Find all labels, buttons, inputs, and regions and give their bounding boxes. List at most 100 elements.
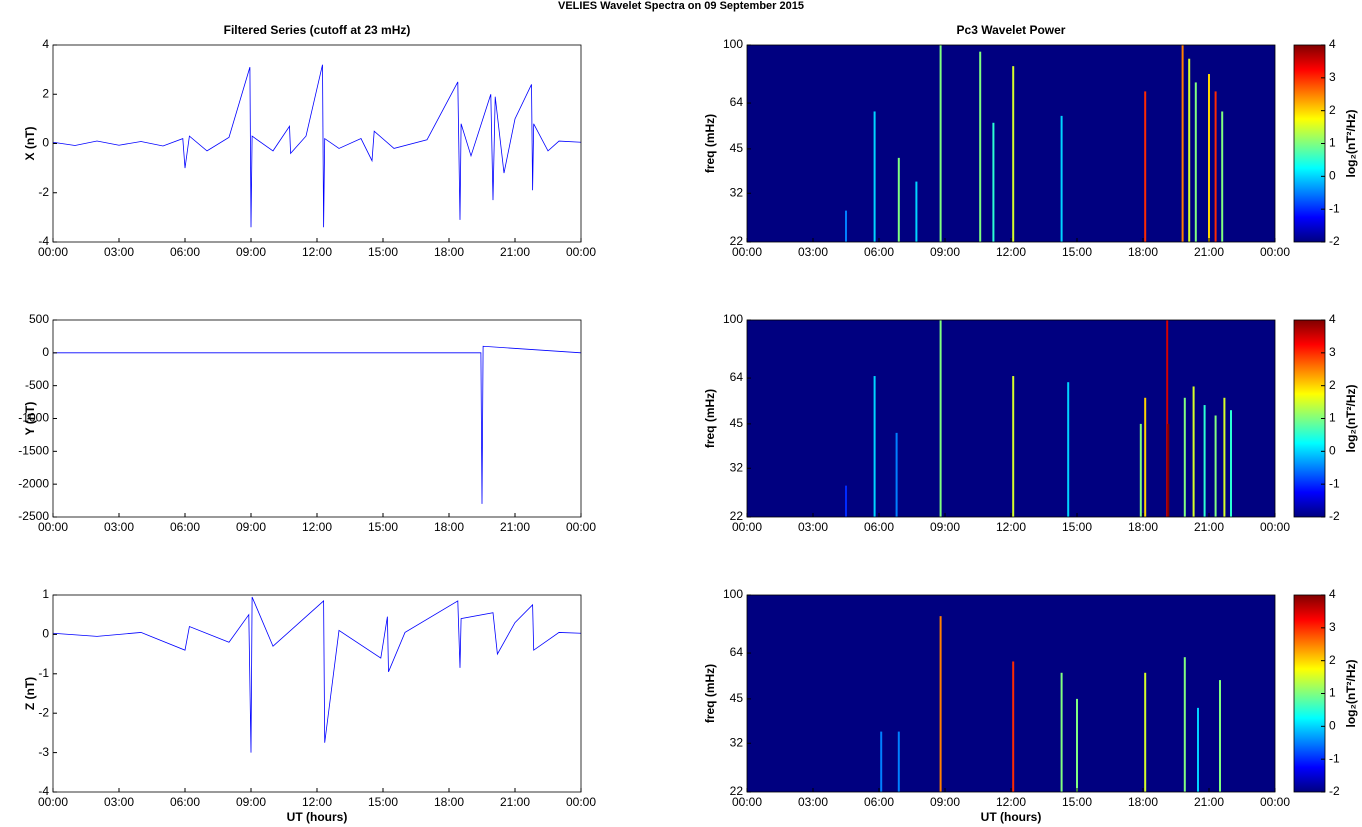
power-streak (1203, 405, 1206, 517)
y-tick-label: 1 (42, 587, 49, 601)
y-tick-label: 45 (730, 691, 744, 705)
x-tick-label: 00:00 (38, 245, 68, 259)
power-streak (1060, 115, 1063, 242)
y-tick-label: -3 (38, 745, 49, 759)
x-tick-label: 12:00 (302, 795, 332, 809)
y-axis-label: X (nT) (23, 127, 37, 161)
x-tick-label: 00:00 (1260, 245, 1290, 259)
y-tick-label: -2000 (18, 476, 49, 490)
colorbar-tick-label: -1 (1329, 751, 1340, 765)
power-streak (1221, 111, 1224, 242)
colorbar-tick-label: -1 (1329, 476, 1340, 490)
y-tick-label: -4 (38, 234, 49, 248)
power-streak (1181, 45, 1184, 242)
x-tick-label: 03:00 (798, 795, 828, 809)
colorbar-tick-label: 0 (1329, 444, 1336, 458)
power-streak (880, 731, 883, 792)
colorbar-tick-label: 4 (1329, 37, 1336, 51)
x-tick-label: 00:00 (38, 795, 68, 809)
colorbar-tick-label: -2 (1329, 234, 1340, 248)
y-tick-label: 32 (730, 735, 744, 749)
y-tick-label: -1000 (18, 411, 49, 425)
panel-title: Pc3 Wavelet Power (957, 23, 1066, 37)
y-tick-label: 45 (730, 141, 744, 155)
y-tick-label: 100 (723, 587, 743, 601)
power-streak (915, 181, 918, 242)
power-streak (979, 51, 982, 243)
power-streak (1223, 397, 1226, 517)
x-tick-label: 00:00 (38, 520, 68, 534)
y-axis-label: Y (nT) (23, 402, 37, 436)
y-axis-label: freq (mHz) (703, 664, 717, 723)
x-tick-label: 12:00 (996, 795, 1026, 809)
y-axis-label: Z (nT) (23, 677, 37, 710)
x-tick-label: 15:00 (1062, 520, 1092, 534)
colorbar-tick-label: 3 (1329, 345, 1336, 359)
x-tick-label: 21:00 (1194, 520, 1224, 534)
x-tick-label: 06:00 (864, 245, 894, 259)
x-tick-label: 18:00 (1128, 520, 1158, 534)
series-panel: -4 -3 -2 -1 0 1 00:00 03:00 06:00 09:00 12:00 15:00… (23, 587, 596, 824)
x-tick-label: 15:00 (368, 795, 398, 809)
plot-background (747, 320, 1275, 517)
power-streak (873, 111, 876, 242)
power-streak (897, 731, 900, 792)
y-tick-label: 0 (42, 136, 49, 150)
colorbar-tick-label: -1 (1329, 201, 1340, 215)
figure-title: VELIES Wavelet Spectra on 09 September 2… (558, 0, 804, 12)
x-tick-label: 00:00 (1260, 795, 1290, 809)
x-tick-label: 21:00 (500, 795, 530, 809)
power-streak (1144, 91, 1147, 242)
x-tick-label: 03:00 (104, 520, 134, 534)
power-streak (1230, 410, 1232, 517)
x-tick-label: 00:00 (732, 245, 762, 259)
y-tick-label: 22 (730, 234, 744, 248)
power-streak (897, 157, 900, 242)
power-streak (1076, 698, 1078, 792)
power-streak (1067, 382, 1070, 517)
x-tick-label: 15:00 (368, 245, 398, 259)
y-tick-label: 64 (730, 645, 744, 659)
x-tick-label: 03:00 (798, 245, 828, 259)
spectrum-panel: Pc3 Wavelet Power -2 -1 0 1 2 3 4 log₂(nT²/Hz) 22… (703, 23, 1358, 259)
x-tick-label: 06:00 (170, 520, 200, 534)
colorbar-tick-label: 1 (1329, 686, 1336, 700)
x-axis-label: UT (hours) (981, 810, 1042, 824)
plot-background (53, 320, 581, 517)
colorbar-tick-label: 3 (1329, 620, 1336, 634)
y-tick-label: 32 (730, 460, 744, 474)
power-streak (845, 210, 847, 242)
x-tick-label: 09:00 (236, 795, 266, 809)
y-axis-label: freq (mHz) (703, 389, 717, 448)
series-panel: -2500 -2000 -1500 -1000 -500 0 500 00:00 03:00 06… (18, 312, 596, 534)
x-tick-label: 00:00 (566, 520, 596, 534)
x-tick-label: 12:00 (996, 520, 1026, 534)
power-streak (1188, 58, 1191, 242)
power-streak (939, 616, 942, 792)
x-tick-label: 09:00 (930, 520, 960, 534)
y-tick-label: 0 (42, 627, 49, 641)
power-streak (1214, 91, 1217, 242)
x-axis-label: UT (hours) (287, 810, 348, 824)
x-tick-label: 09:00 (236, 245, 266, 259)
series-line (52, 596, 582, 753)
power-streak (845, 485, 847, 517)
colorbar-tick-label: 3 (1329, 70, 1336, 84)
y-tick-label: 500 (29, 312, 49, 326)
x-tick-label: 00:00 (566, 795, 596, 809)
spectrum-panel: -2 -1 0 1 2 3 4 log₂(nT²/Hz) 22 32 45 64 100 00:00 03:… (703, 312, 1358, 534)
plot-background (747, 45, 1275, 242)
power-streak (1144, 672, 1147, 792)
power-streak (1139, 423, 1142, 517)
y-tick-label: 0 (42, 345, 49, 359)
y-tick-label: -1500 (18, 444, 49, 458)
y-tick-label: 64 (730, 95, 744, 109)
power-streak (1166, 320, 1169, 517)
y-tick-label: 4 (42, 37, 49, 51)
spectrum-panel: -2 -1 0 1 2 3 4 log₂(nT²/Hz) 22 32 45 64 100 00:00 03:… (703, 587, 1358, 824)
y-tick-label: 22 (730, 784, 744, 798)
colorbar-tick-label: 2 (1329, 103, 1336, 117)
plot-background (53, 45, 581, 242)
colorbar-tick-label: 1 (1329, 136, 1336, 150)
colorbar-tick-label: 0 (1329, 719, 1336, 733)
